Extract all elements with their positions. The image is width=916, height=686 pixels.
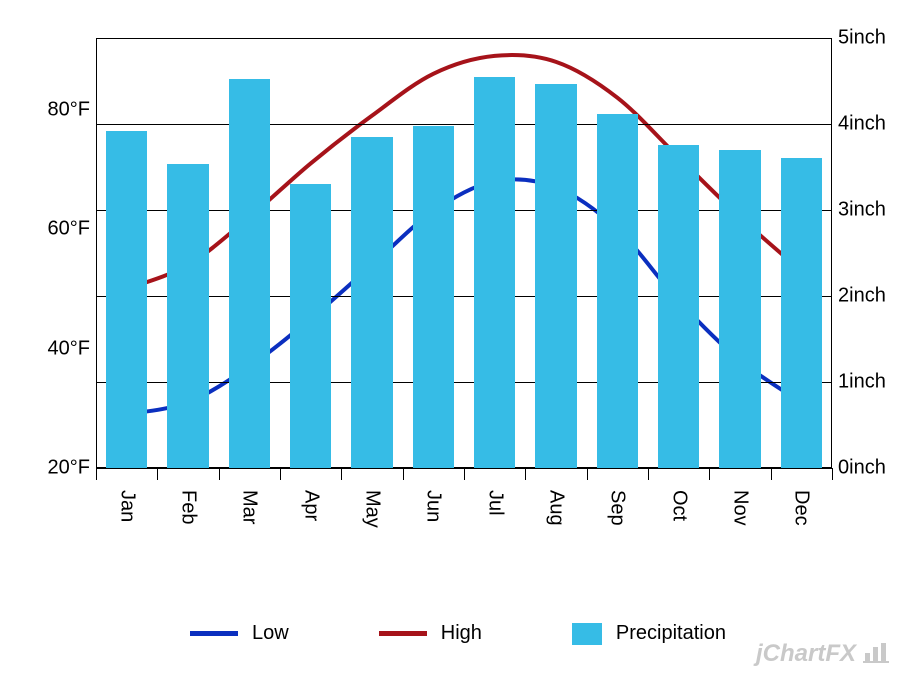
bar <box>597 114 638 468</box>
axis-left <box>96 38 97 468</box>
x-tick <box>157 468 158 480</box>
y-right-tick-label: 3inch <box>832 199 886 222</box>
legend-line-swatch <box>379 631 427 636</box>
legend-color-swatch <box>572 623 602 645</box>
x-tick-label: Sep <box>606 490 629 526</box>
x-tick <box>464 468 465 480</box>
x-tick <box>341 468 342 480</box>
plot-area: 0inch1inch2inch3inch4inch5inch20°F40°F60… <box>96 38 832 468</box>
x-tick <box>648 468 649 480</box>
legend-item: Low <box>190 622 289 645</box>
legend-label: Precipitation <box>616 622 726 645</box>
y-right-tick-label: 5inch <box>832 27 886 50</box>
x-tick <box>280 468 281 480</box>
y-right-tick-label: 1inch <box>832 371 886 394</box>
x-tick-label: Aug <box>545 490 568 526</box>
gridline <box>96 124 832 125</box>
climate-chart: 0inch 1inch 2inch 3inch 4inch 5inch 20°F 40°F 60… <box>0 0 916 686</box>
x-tick-label: Nov <box>729 490 752 526</box>
x-tick <box>96 468 97 480</box>
bar <box>535 84 576 468</box>
y-left-tick-label: 20°F <box>48 457 96 480</box>
x-tick <box>219 468 220 480</box>
x-tick <box>525 468 526 480</box>
bar <box>474 77 515 468</box>
y-left-tick-label: 60°F <box>48 218 96 241</box>
y-left-tick-label: 80°F <box>48 98 96 121</box>
x-tick-label: Feb <box>177 490 200 524</box>
legend-label: High <box>441 622 482 645</box>
bar <box>658 145 699 468</box>
x-tick-label: Apr <box>299 490 322 521</box>
x-tick <box>709 468 710 480</box>
x-tick <box>832 468 833 480</box>
y-right-tick-label: 2inch <box>832 285 886 308</box>
bar <box>719 150 760 468</box>
x-tick-label: Jul <box>483 490 506 516</box>
bar <box>413 126 454 468</box>
bar <box>106 131 147 468</box>
legend-item: Precipitation <box>572 622 726 645</box>
y-right-tick-label: 0inch <box>832 457 886 480</box>
branding-icon <box>862 641 892 663</box>
y-left-tick-label: 40°F <box>48 337 96 360</box>
legend-line-swatch <box>190 631 238 636</box>
x-tick-label: Oct <box>667 490 690 521</box>
branding-watermark: jChartFX <box>756 639 892 668</box>
x-tick <box>587 468 588 480</box>
x-tick-label: Dec <box>790 490 813 526</box>
x-tick-label: Jan <box>115 490 138 522</box>
x-tick-label: Mar <box>238 490 261 524</box>
bar <box>781 158 822 468</box>
bar <box>229 79 270 468</box>
gridline <box>96 38 832 39</box>
bar <box>351 137 392 468</box>
x-tick <box>403 468 404 480</box>
legend-item: High <box>379 622 482 645</box>
y-right-tick-label: 4inch <box>832 113 886 136</box>
branding-text: jChartFX <box>756 640 856 668</box>
legend-label: Low <box>252 622 289 645</box>
x-tick <box>771 468 772 480</box>
bar <box>167 164 208 468</box>
axis-right <box>831 38 832 468</box>
x-tick-label: Jun <box>422 490 445 522</box>
bar <box>290 184 331 468</box>
x-tick-label: May <box>361 490 384 528</box>
